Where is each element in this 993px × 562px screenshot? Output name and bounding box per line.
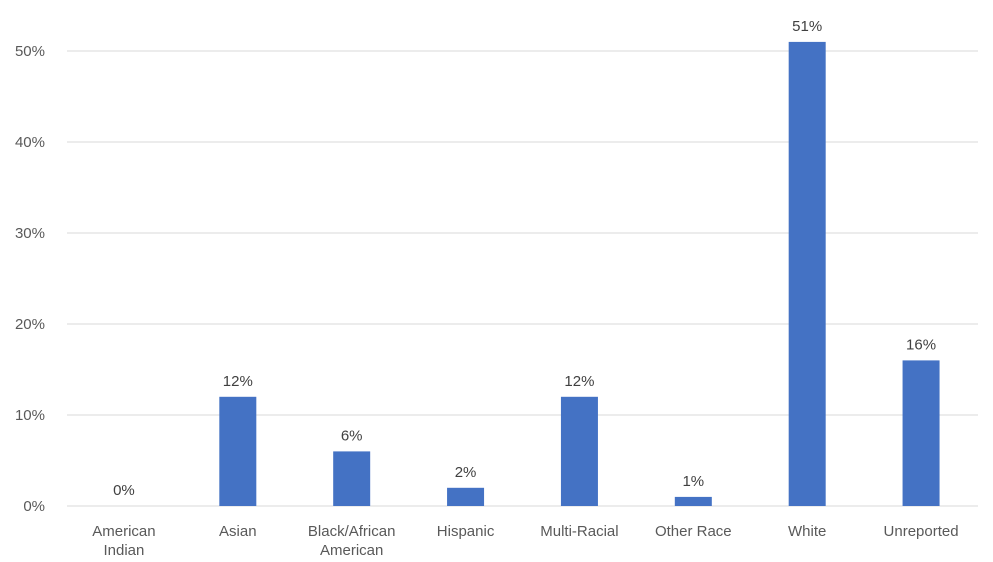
y-axis-tick-labels: 0% 10% 20% 30% 40% 50%: [15, 43, 45, 515]
category-label: Other Race: [655, 523, 732, 540]
bar: [219, 396, 257, 506]
bar: [674, 496, 712, 506]
bar: [333, 451, 371, 506]
data-label: 12%: [223, 373, 253, 390]
category-label: Asian: [219, 523, 257, 540]
data-label: 0%: [113, 482, 135, 499]
y-tick-label: 10%: [15, 407, 45, 424]
y-tick-label: 50%: [15, 43, 45, 60]
bar: [560, 396, 598, 506]
category-label: Multi-Racial: [540, 523, 618, 540]
data-label: 16%: [906, 336, 936, 353]
y-tick-label: 40%: [15, 134, 45, 151]
bar: [788, 41, 826, 507]
gridlines: [67, 50, 978, 507]
category-label: White: [788, 523, 826, 540]
y-tick-label: 0%: [23, 498, 45, 515]
bars: [219, 41, 940, 507]
x-axis-category-labels: American Indian Asian Black/African American…: [92, 523, 958, 559]
y-tick-label: 30%: [15, 225, 45, 242]
data-label: 2%: [455, 464, 477, 481]
y-tick-label: 20%: [15, 316, 45, 333]
data-label: 1%: [682, 473, 704, 490]
bar: [447, 487, 485, 506]
category-label: Black/African American: [308, 523, 396, 559]
category-label: Unreported: [884, 523, 959, 540]
data-label: 12%: [564, 373, 594, 390]
data-labels: 0% 12% 6% 2% 12% 1% 51% 16%: [113, 18, 936, 499]
data-label: 6%: [341, 427, 363, 444]
category-label: Hispanic: [437, 523, 495, 540]
category-label: American Indian: [92, 523, 155, 559]
data-label: 51%: [792, 18, 822, 35]
bar: [902, 360, 940, 506]
